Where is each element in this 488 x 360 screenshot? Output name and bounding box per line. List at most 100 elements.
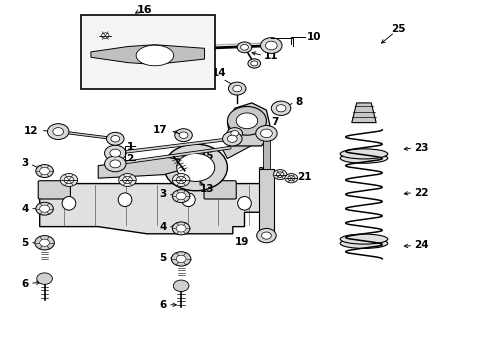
- Text: 19: 19: [235, 237, 249, 247]
- Text: 2: 2: [126, 154, 134, 164]
- Polygon shape: [222, 135, 254, 158]
- Text: 13: 13: [199, 184, 214, 194]
- Circle shape: [111, 135, 120, 142]
- Circle shape: [53, 128, 63, 135]
- Polygon shape: [227, 103, 271, 146]
- Circle shape: [110, 149, 121, 157]
- Circle shape: [36, 165, 53, 177]
- Text: 12: 12: [24, 126, 39, 135]
- Circle shape: [236, 113, 257, 129]
- Circle shape: [47, 124, 69, 139]
- FancyBboxPatch shape: [38, 181, 70, 199]
- Circle shape: [195, 49, 213, 62]
- Text: 6: 6: [159, 300, 166, 310]
- Text: 25: 25: [390, 24, 405, 35]
- Text: 9: 9: [266, 129, 273, 139]
- Circle shape: [40, 239, 49, 246]
- Polygon shape: [351, 103, 375, 123]
- Circle shape: [265, 41, 277, 50]
- Ellipse shape: [340, 149, 387, 159]
- Circle shape: [176, 193, 185, 200]
- Text: 20: 20: [256, 167, 271, 177]
- Circle shape: [179, 132, 187, 138]
- Text: 7: 7: [271, 117, 278, 127]
- Circle shape: [247, 59, 260, 68]
- Circle shape: [256, 228, 276, 243]
- Bar: [262, 134, 270, 169]
- Text: 23: 23: [413, 143, 428, 153]
- Ellipse shape: [136, 45, 173, 66]
- Circle shape: [98, 31, 112, 41]
- Ellipse shape: [237, 197, 251, 210]
- Text: 10: 10: [306, 32, 321, 42]
- Bar: [81, 15, 215, 89]
- Ellipse shape: [118, 193, 132, 207]
- Ellipse shape: [181, 193, 195, 207]
- Text: 3: 3: [159, 189, 166, 199]
- Circle shape: [122, 176, 132, 184]
- Circle shape: [172, 190, 189, 203]
- Circle shape: [35, 235, 54, 250]
- Text: 4: 4: [21, 204, 28, 214]
- Text: 11: 11: [264, 51, 278, 61]
- Text: 1: 1: [126, 142, 134, 152]
- Circle shape: [271, 101, 290, 116]
- Text: 24: 24: [413, 240, 428, 250]
- Circle shape: [260, 129, 272, 138]
- Circle shape: [106, 132, 124, 145]
- Polygon shape: [98, 157, 183, 178]
- Circle shape: [104, 145, 126, 161]
- Ellipse shape: [62, 197, 76, 210]
- Text: 21: 21: [297, 172, 311, 182]
- Text: 22: 22: [413, 188, 428, 198]
- Text: 15: 15: [199, 150, 214, 161]
- Circle shape: [173, 280, 188, 292]
- Polygon shape: [91, 45, 204, 64]
- Circle shape: [176, 153, 214, 181]
- Circle shape: [172, 174, 189, 186]
- Circle shape: [261, 232, 271, 239]
- Circle shape: [176, 225, 185, 232]
- Circle shape: [60, 174, 78, 186]
- Circle shape: [240, 44, 248, 50]
- Ellipse shape: [340, 153, 387, 163]
- Text: 5: 5: [21, 238, 28, 248]
- Circle shape: [285, 174, 297, 183]
- Text: 6: 6: [21, 279, 28, 289]
- Circle shape: [163, 144, 227, 191]
- Circle shape: [86, 52, 95, 59]
- Circle shape: [226, 128, 242, 139]
- Circle shape: [287, 176, 294, 181]
- Circle shape: [227, 135, 237, 142]
- Circle shape: [37, 273, 52, 284]
- Circle shape: [200, 52, 208, 59]
- Circle shape: [174, 129, 192, 141]
- Circle shape: [110, 160, 121, 168]
- Polygon shape: [40, 184, 273, 234]
- Circle shape: [260, 38, 282, 53]
- Circle shape: [276, 105, 285, 112]
- Circle shape: [228, 82, 245, 95]
- Text: 4: 4: [159, 222, 166, 231]
- Circle shape: [171, 252, 190, 266]
- Circle shape: [273, 170, 286, 180]
- Circle shape: [230, 131, 238, 136]
- Circle shape: [276, 172, 283, 177]
- Circle shape: [104, 156, 126, 172]
- FancyBboxPatch shape: [203, 181, 236, 199]
- Text: 16: 16: [137, 5, 152, 15]
- Circle shape: [64, 176, 74, 184]
- Circle shape: [227, 107, 266, 135]
- Circle shape: [40, 205, 49, 212]
- Circle shape: [82, 49, 100, 62]
- Text: 8: 8: [295, 97, 303, 107]
- Circle shape: [172, 222, 189, 235]
- Text: 3: 3: [21, 158, 28, 168]
- Ellipse shape: [340, 238, 387, 248]
- Circle shape: [36, 202, 53, 215]
- Circle shape: [250, 61, 257, 66]
- Circle shape: [232, 85, 241, 92]
- Text: 17: 17: [153, 125, 167, 135]
- Circle shape: [237, 42, 251, 53]
- Text: 14: 14: [211, 68, 226, 78]
